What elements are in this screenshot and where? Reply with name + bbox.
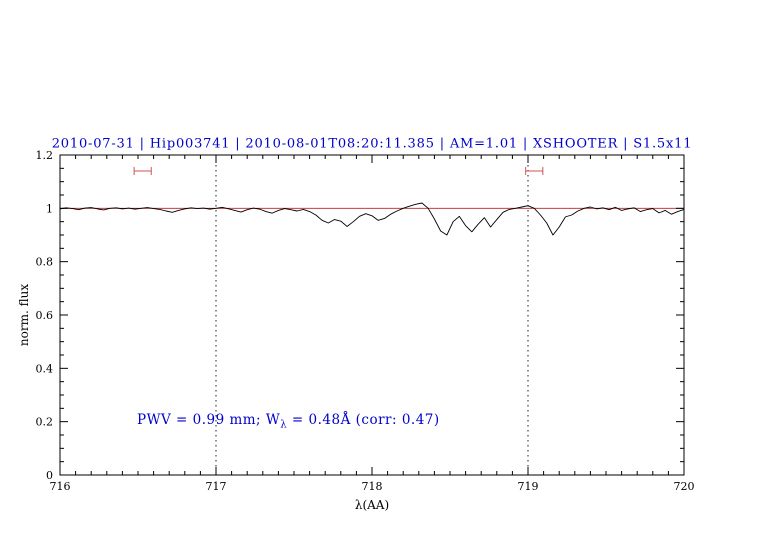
y-tick-label: 0.2 <box>36 416 54 429</box>
y-tick-label: 1 <box>46 202 53 215</box>
y-tick-label: 0.6 <box>36 309 54 322</box>
y-tick-label: 0.4 <box>36 362 54 375</box>
pwv-annotation-prefix: PWV = 0.99 mm; W <box>137 412 281 428</box>
y-tick-label: 0.8 <box>36 256 54 269</box>
x-tick-label: 719 <box>518 480 539 493</box>
plot-frame <box>59 154 685 476</box>
y-tick-label: 0 <box>46 469 53 482</box>
spectrum-line <box>59 202 685 236</box>
x-tick-label: 717 <box>206 480 227 493</box>
y-tick-label: 1.2 <box>36 149 54 162</box>
x-tick-label: 718 <box>362 480 383 493</box>
pwv-annotation: PWV = 0.99 mm; Wλ = 0.48Å (corr: 0.47) <box>137 412 440 431</box>
plot-title: 2010-07-31 | Hip003741 | 2010-08-01T08:2… <box>51 136 693 152</box>
pwv-annotation-lambda-subscript: λ <box>280 419 288 431</box>
x-axis-label: λ(AA) <box>354 498 390 512</box>
x-tick-label: 716 <box>50 480 71 493</box>
x-tick-label: 720 <box>674 480 695 493</box>
pwv-annotation-suffix: = 0.48Å (corr: 0.47) <box>287 412 440 428</box>
